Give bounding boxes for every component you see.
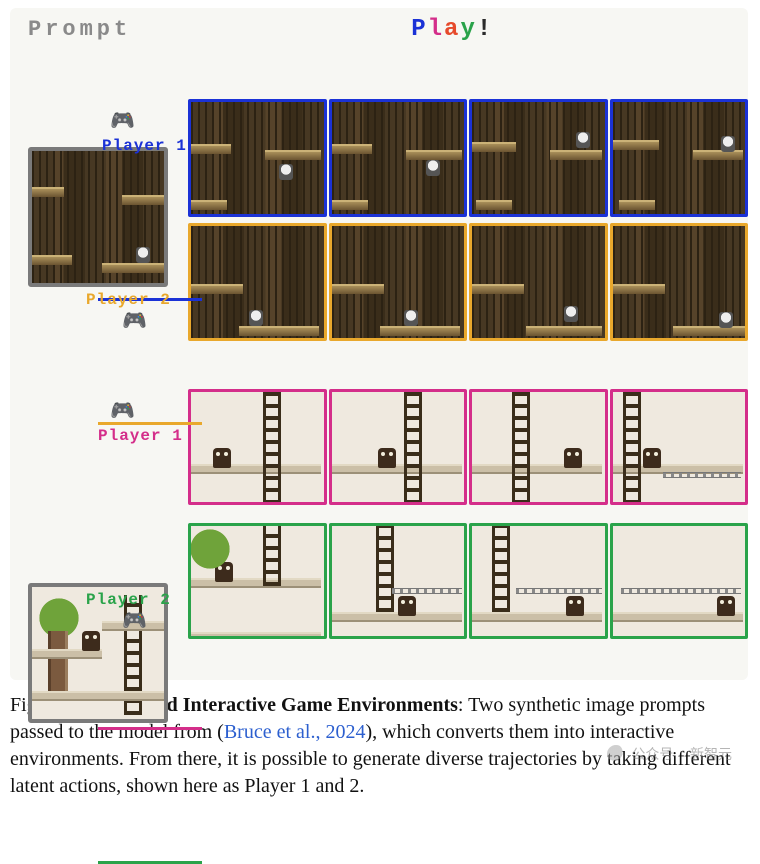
prompt-header-label: Prompt: [28, 17, 131, 42]
controller-icon: 🎮: [110, 401, 135, 421]
frame-strip-player1: [188, 99, 748, 217]
game-frame: [188, 223, 327, 341]
game-frame: [188, 389, 327, 505]
game-frame: [329, 223, 468, 341]
frame-strip-player2: [188, 523, 748, 639]
game-frame: [469, 389, 608, 505]
game-frame: [469, 223, 608, 341]
game-frame: [329, 523, 468, 639]
player2-label: Player 2: [86, 591, 171, 609]
watermark-source: 新智元: [690, 744, 732, 764]
game-frame: [329, 99, 468, 217]
controller-icon: 🎮: [122, 311, 147, 331]
player2-label: Player 2: [86, 291, 171, 309]
game-frame: [610, 99, 749, 217]
controller-icon: 🎮: [122, 611, 147, 631]
game-frame: [610, 389, 749, 505]
wechat-icon: [607, 745, 625, 763]
watermark-sep: ·: [679, 746, 684, 762]
game-frame: [188, 99, 327, 217]
game-frame: [329, 389, 468, 505]
watermark: 公众号 · 新智元: [607, 744, 732, 764]
prompt-thumb-forest: [28, 147, 168, 287]
figure-panel: Prompt Play! Player 1 🎮 Player 2 🎮 Player 1 🎮…: [10, 8, 748, 680]
frame-strip-player2: [188, 223, 748, 341]
game-frame: [469, 523, 608, 639]
game-frame: [188, 523, 327, 639]
figure-header: Prompt Play!: [10, 8, 748, 47]
player1-label: Player 1: [98, 427, 183, 445]
scenes-container: Player 1🎮Player 2🎮Player 1🎮Player 2🎮: [10, 47, 748, 337]
player1-label: Player 1: [102, 137, 187, 155]
game-frame: [469, 99, 608, 217]
controller-icon: 🎮: [110, 111, 135, 131]
game-frame: [610, 523, 749, 639]
caption-citation: Bruce et al., 2024: [224, 721, 366, 743]
game-frame: [610, 223, 749, 341]
watermark-label: 公众号: [631, 744, 673, 764]
play-header-label: Play!: [411, 16, 493, 43]
frame-strip-player1: [188, 389, 748, 505]
